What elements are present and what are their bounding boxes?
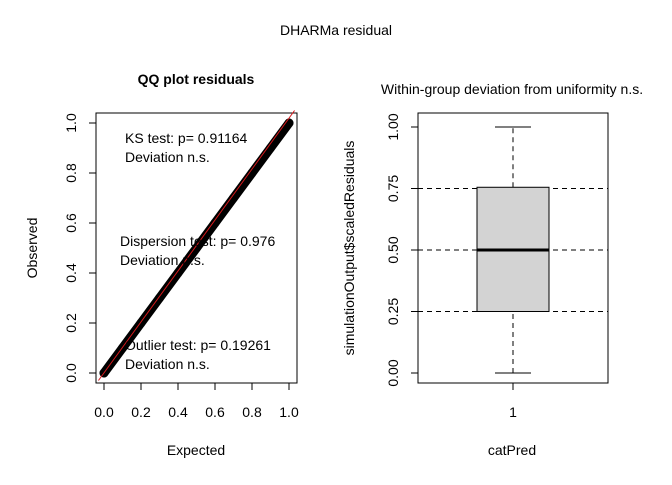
qq-y-tick-label: 0.6 — [63, 213, 79, 233]
box-ylabel: simulationOutput$scaledResiduals — [341, 141, 357, 356]
qq-annotations: KS test: p= 0.91164 Deviation n.s. Dispers… — [120, 130, 275, 372]
qq-point — [229, 193, 238, 203]
box-panel: Within-group deviation from uniformity n… — [341, 81, 643, 458]
qq-point — [210, 218, 220, 228]
box-axes: 0.00 0.25 0.50 0.75 1.00 1 — [385, 113, 517, 420]
qq-title: QQ plot residuals — [138, 71, 255, 87]
box-xlabel: catPred — [488, 442, 536, 458]
qq-point — [192, 243, 201, 253]
qq-point — [247, 168, 257, 178]
box-y-tick-label: 0.00 — [385, 359, 401, 386]
qq-x-tick-label: 0.8 — [242, 404, 262, 420]
qq-panel: QQ plot residuals 0.0 0.2 0.4 0.6 0.8 1.00.00… — [24, 71, 299, 458]
qq-annotation-line: Deviation n.s. — [120, 252, 205, 268]
boxplot — [476, 126, 550, 374]
qq-axes: 0.0 0.2 0.4 0.6 0.8 1.0 0.0 0.2 0.4 0.6 0.8 1.0 — [63, 113, 299, 420]
qq-y-tick-label: 0.2 — [63, 313, 79, 333]
qq-x-tick-label: 0.0 — [94, 404, 114, 420]
qq-reference-line — [98, 110, 295, 381]
qq-annotation-line: Outlier test: p= 0.19261 — [125, 337, 271, 353]
box-y-tick-label: 0.75 — [385, 175, 401, 202]
box-y-tick-label: 0.50 — [385, 236, 401, 263]
qq-x-tick-label: 0.4 — [168, 404, 188, 420]
qq-ylabel: Observed — [24, 218, 40, 279]
qq-x-tick-label: 0.6 — [205, 404, 225, 420]
qq-x-tick-label: 0.2 — [131, 404, 151, 420]
qq-xlabel: Expected — [167, 442, 225, 458]
qq-y-tick-label: 0.4 — [63, 263, 79, 283]
qq-x-tick-label: 1.0 — [279, 404, 299, 420]
box-x-tick-label: 1 — [509, 404, 517, 420]
box-y-tick-label: 1.00 — [385, 113, 401, 140]
qq-point — [173, 268, 183, 278]
qq-point — [266, 143, 275, 153]
qq-annotation-line: Deviation n.s. — [125, 356, 210, 372]
qq-annotation-line: KS test: p= 0.91164 — [125, 130, 248, 146]
qq-y-tick-label: 0.0 — [63, 363, 79, 383]
qq-annotation-line: Dispersion test: p= 0.976 — [120, 233, 275, 249]
box-title: Within-group deviation from uniformity n… — [381, 81, 643, 97]
box-y-tick-label: 0.25 — [385, 298, 401, 325]
qq-annotation-line: Deviation n.s. — [125, 149, 210, 165]
figure-title: DHARMa residual — [280, 22, 392, 38]
qq-y-tick-label: 0.8 — [63, 163, 79, 183]
qq-y-tick-label: 1.0 — [63, 113, 79, 133]
